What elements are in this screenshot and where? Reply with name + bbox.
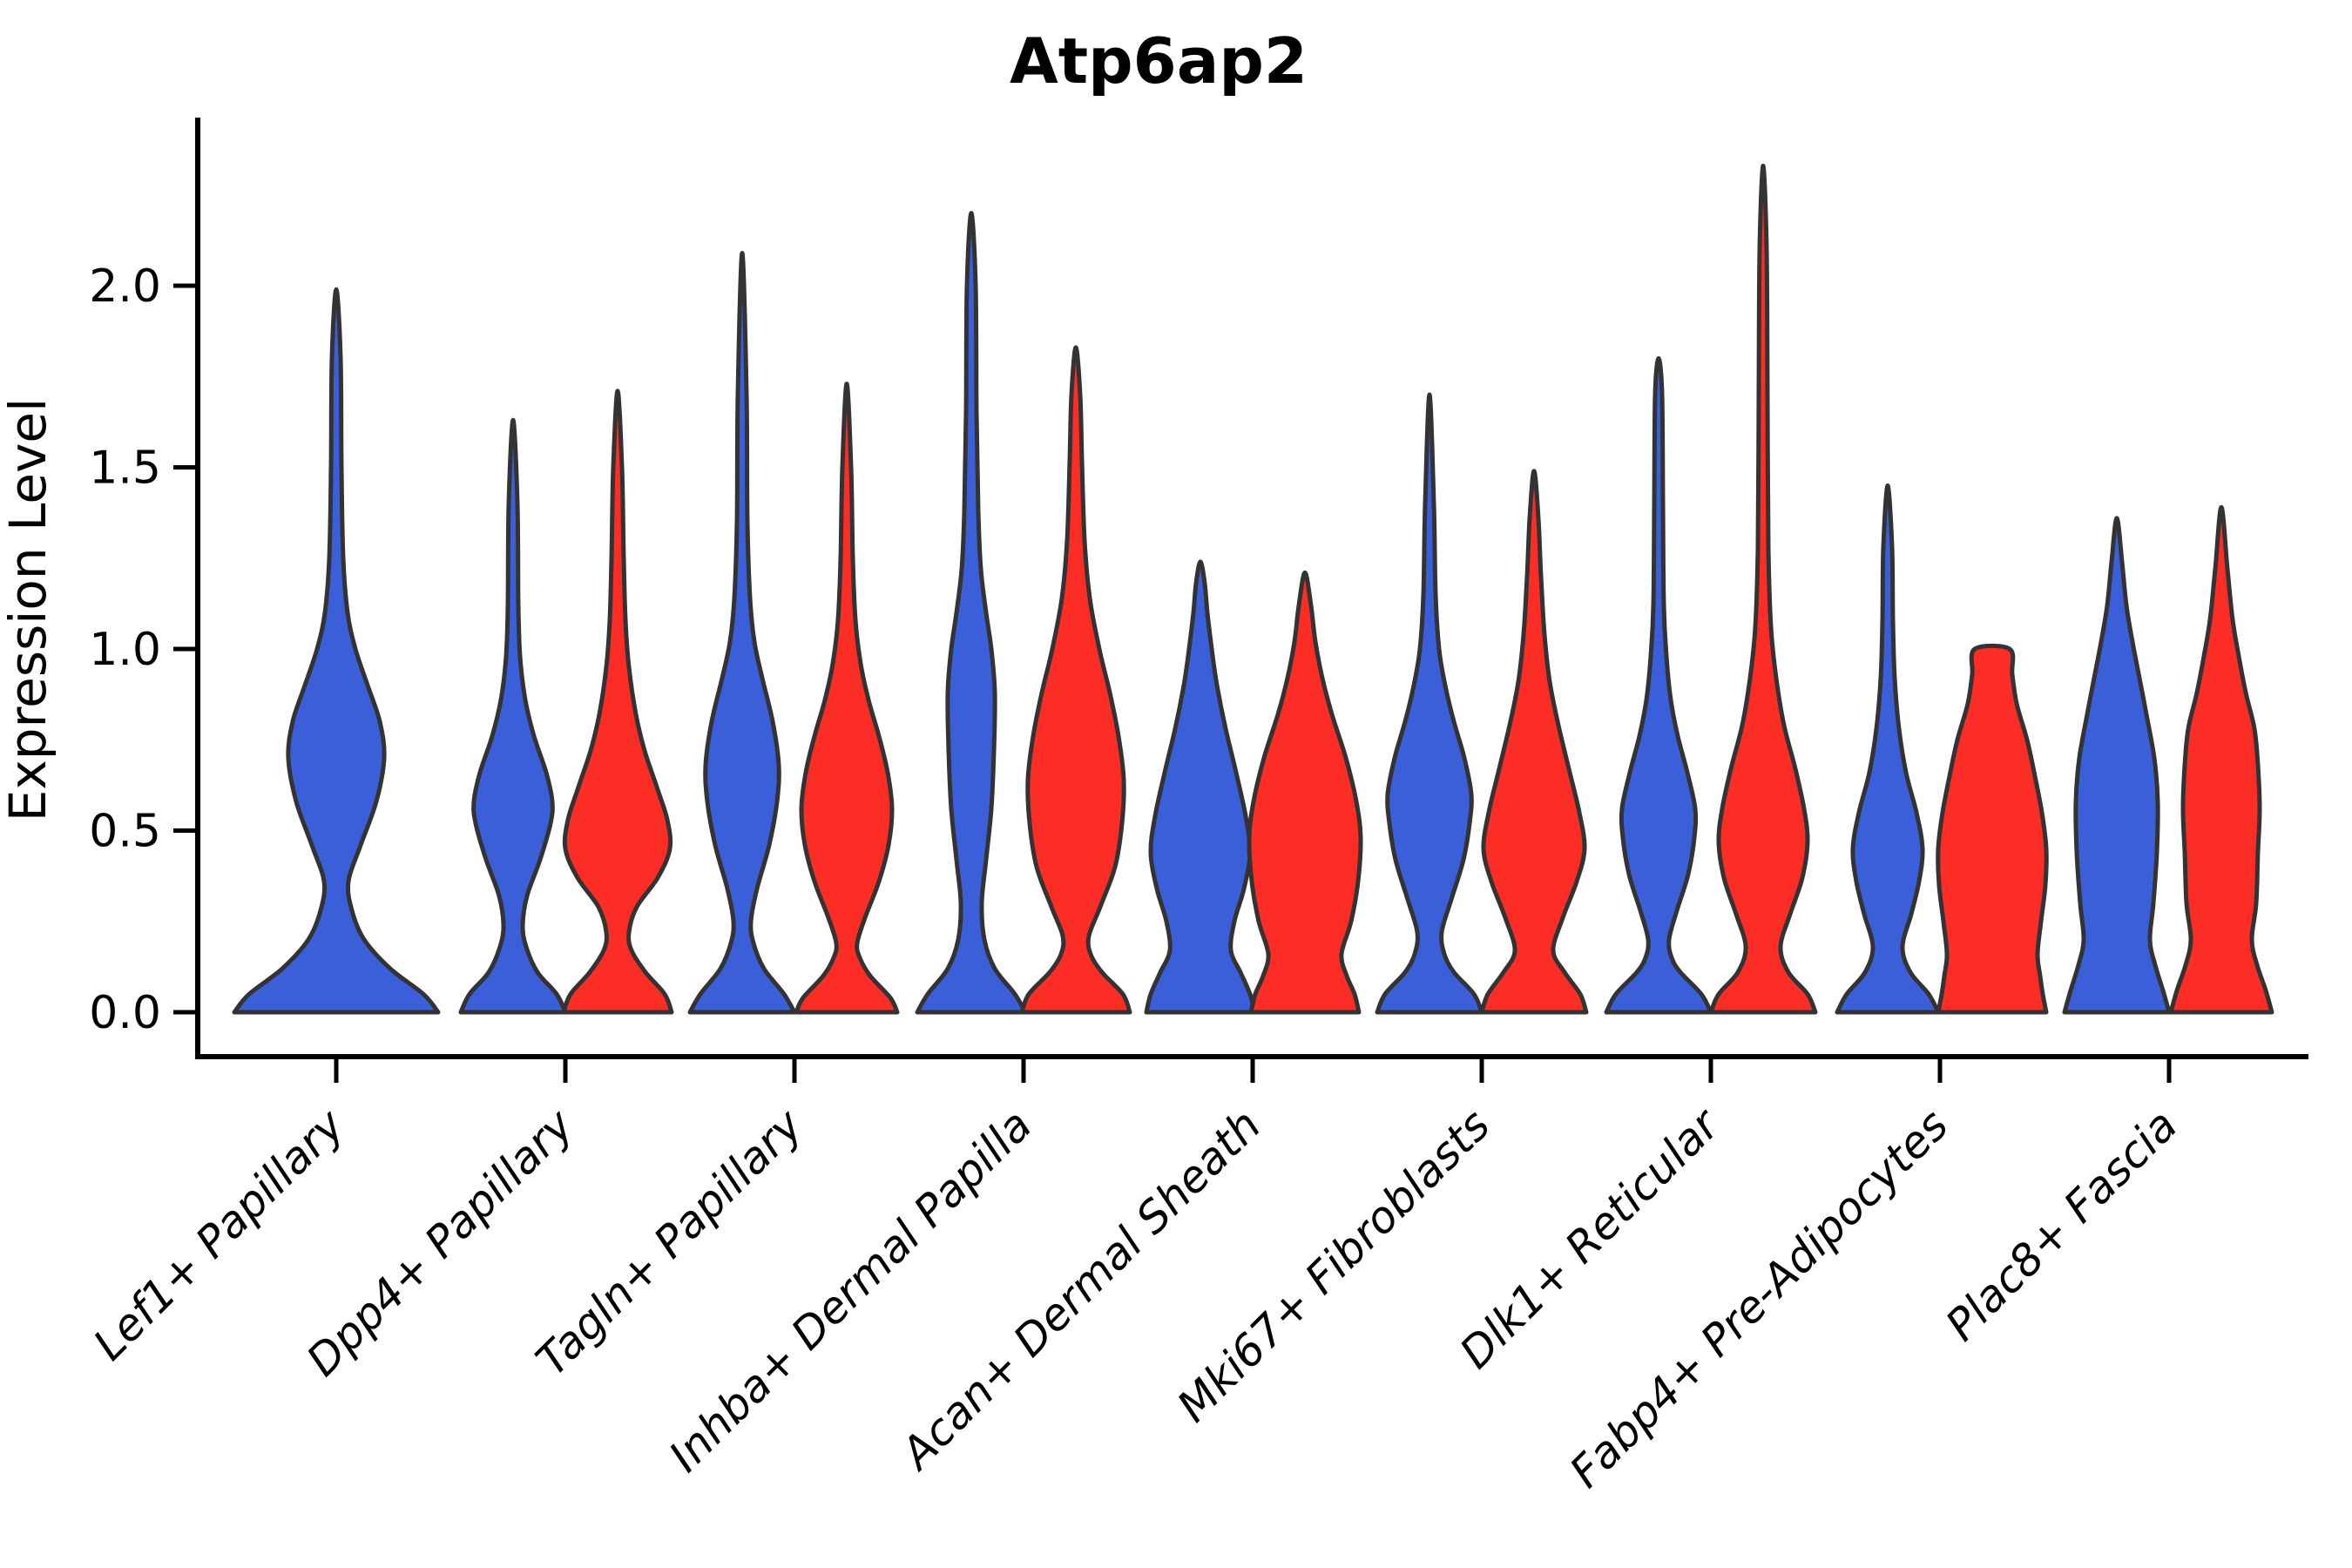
y-ticks-layer: 0.0 0.5 1.0 1.5 2.0 [89, 260, 198, 1039]
x-tick-label: Plac8+ Fascia [1936, 1099, 2187, 1350]
x-tick-label: Fabp4+ Pre-Adipocytes [1560, 1099, 1958, 1497]
y-tick-label: 0.0 [89, 987, 161, 1039]
violin-blue-plac8-fascia [2062, 516, 2172, 1015]
violin-red-mki67-fibroblasts [1479, 469, 1589, 1015]
violin-red-acan-dermal-sheath [1247, 570, 1363, 1015]
violin-red-fabp4-pre-adipocytes [1936, 643, 2049, 1015]
violin-red-dlk1-reticular [1708, 163, 1818, 1015]
violins-layer [232, 163, 2274, 1015]
y-tick-label: 1.5 [89, 443, 161, 495]
violin-red-plac8-fascia [2168, 504, 2274, 1015]
violin-blue-dlk1-reticular [1604, 355, 1713, 1015]
x-tick-label: Inhba+ Dermal Papilla [659, 1099, 1041, 1481]
violin-red-dpp4-papillary [561, 389, 674, 1015]
violin-blue-tagln-papillary [687, 251, 797, 1015]
violin-blue-inhba-dermal-papilla [915, 211, 1028, 1015]
violin-blue-dpp4-papillary [458, 417, 568, 1015]
y-tick-label: 2.0 [89, 260, 161, 313]
violin-blue-acan-dermal-sheath [1144, 559, 1257, 1015]
violin-blue-lef1-papillary [232, 287, 441, 1015]
chart-title: Atp6ap2 [1010, 24, 1308, 98]
y-tick-label: 0.5 [89, 806, 161, 858]
x-tick-label: Acan+ Dermal Sheath [890, 1099, 1271, 1480]
violin-blue-fabp4-pre-adipocytes [1835, 483, 1941, 1015]
violin-blue-mki67-fibroblasts [1375, 392, 1484, 1015]
violin-red-inhba-dermal-papilla [1019, 345, 1132, 1015]
y-axis-label: Expression Level [0, 398, 57, 821]
x-tick-label: Lef1+ Papillary [84, 1098, 355, 1369]
violin-red-tagln-papillary [794, 382, 900, 1015]
y-tick-label: 1.0 [89, 624, 161, 676]
